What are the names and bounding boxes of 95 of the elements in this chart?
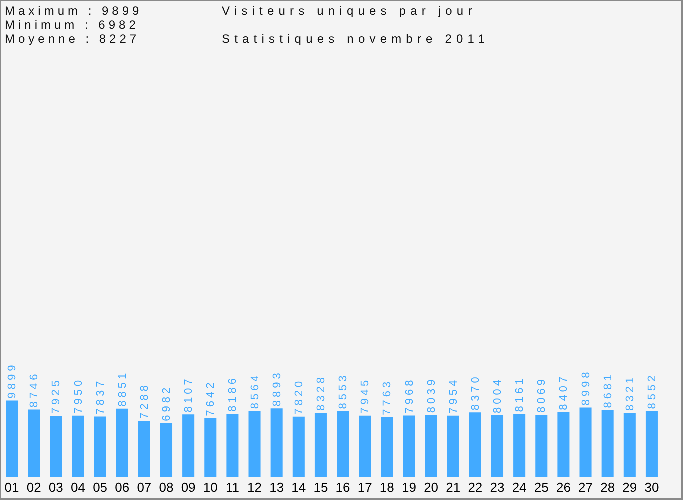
bar — [514, 414, 526, 478]
bar — [138, 420, 150, 478]
x-tick-label: 11 — [226, 480, 240, 495]
bar — [602, 410, 614, 478]
data-label: 8746 — [28, 371, 41, 408]
data-label: 8161 — [514, 376, 526, 412]
bar — [580, 408, 592, 478]
bar — [558, 412, 570, 478]
x-tick-label: 25 — [534, 480, 549, 495]
x-tick-label: 04 — [71, 480, 86, 495]
bar — [94, 416, 106, 478]
data-label: 8893 — [271, 370, 284, 407]
bar — [204, 418, 217, 478]
data-label: 8321 — [624, 374, 636, 411]
x-tick-label: 05 — [93, 480, 108, 495]
bar — [469, 412, 482, 478]
bar — [248, 411, 261, 478]
bar — [292, 416, 305, 478]
bar — [6, 400, 18, 478]
x-tick-label: 10 — [203, 480, 218, 495]
bar — [116, 408, 128, 478]
bar — [314, 412, 327, 478]
data-label: 7968 — [404, 377, 416, 414]
data-label: 8552 — [646, 372, 658, 410]
data-label: 8328 — [316, 374, 328, 411]
chart-subtitle: Statistiques novembre 2011 — [222, 32, 490, 46]
x-tick-label: 07 — [137, 480, 152, 495]
x-tick-label: 03 — [48, 480, 64, 495]
x-tick-label: 22 — [468, 480, 483, 495]
x-tick-label: 24 — [512, 480, 527, 495]
x-tick-label: 14 — [292, 480, 306, 495]
bar — [28, 410, 40, 478]
data-label: 7820 — [293, 378, 306, 415]
x-tick-label: 21 — [446, 480, 461, 495]
bar — [226, 414, 239, 478]
data-label: 7945 — [360, 377, 372, 414]
x-tick-label: 12 — [248, 480, 262, 495]
chart-title: Visiteurs uniques par jour — [222, 4, 477, 18]
x-tick-label: 06 — [115, 480, 130, 495]
bar — [337, 411, 350, 478]
data-label: 6982 — [161, 384, 174, 422]
data-label: 7288 — [138, 382, 151, 419]
data-label: 8370 — [470, 374, 482, 411]
x-tick-label: 19 — [402, 480, 416, 495]
bar — [646, 411, 658, 478]
bar — [50, 416, 62, 478]
bar — [624, 412, 636, 478]
data-label: 8564 — [249, 372, 262, 410]
x-tick-label: 09 — [181, 480, 196, 495]
text: Minimum : 6982 — [5, 18, 140, 32]
x-tick-label: 08 — [159, 480, 174, 495]
x-tick-label: 02 — [26, 480, 42, 495]
bar — [425, 415, 438, 478]
x-tick-label: 27 — [578, 480, 593, 495]
data-label: 8998 — [580, 369, 592, 406]
x-tick-label: 15 — [314, 480, 328, 495]
data-label: 8186 — [227, 376, 240, 412]
data-label: 7642 — [205, 380, 218, 416]
data-label: 8004 — [492, 376, 504, 414]
bar — [536, 414, 548, 478]
data-label: 9899 — [6, 362, 19, 399]
x-tick-label: 01 — [4, 480, 20, 495]
bar — [270, 408, 283, 478]
data-label: 7837 — [94, 378, 107, 415]
data-label: 8681 — [602, 372, 614, 408]
x-tick-label: 23 — [490, 480, 505, 495]
data-label: 8069 — [536, 376, 548, 413]
x-tick-label: 28 — [600, 480, 616, 495]
bar — [447, 416, 460, 478]
data-label: 8553 — [338, 372, 350, 410]
bar — [182, 414, 195, 478]
bar — [359, 416, 372, 478]
x-tick-label: 16 — [336, 480, 350, 495]
data-label: 8107 — [183, 376, 196, 413]
text: Moyenne : 8227 — [5, 32, 140, 46]
text: Maximum : 9899 — [5, 4, 143, 18]
data-label: 7763 — [382, 378, 394, 416]
data-label: 7954 — [448, 377, 460, 414]
data-label: 7925 — [50, 378, 63, 414]
bar — [160, 423, 173, 478]
x-tick-label: 18 — [380, 480, 394, 495]
x-tick-label: 30 — [644, 480, 660, 495]
x-tick-label: 17 — [358, 480, 372, 495]
bar — [403, 416, 416, 478]
bar — [381, 417, 394, 478]
data-label: 8407 — [558, 374, 570, 410]
data-label: 7950 — [72, 377, 85, 414]
x-tick-label: 20 — [424, 480, 439, 495]
x-tick-label: 13 — [270, 480, 284, 495]
x-tick-label: 29 — [622, 480, 638, 495]
bar — [491, 415, 504, 478]
data-label: 8039 — [426, 376, 438, 414]
x-tick-label: 26 — [556, 480, 571, 495]
data-label: 8851 — [116, 370, 129, 407]
bar — [72, 416, 84, 478]
